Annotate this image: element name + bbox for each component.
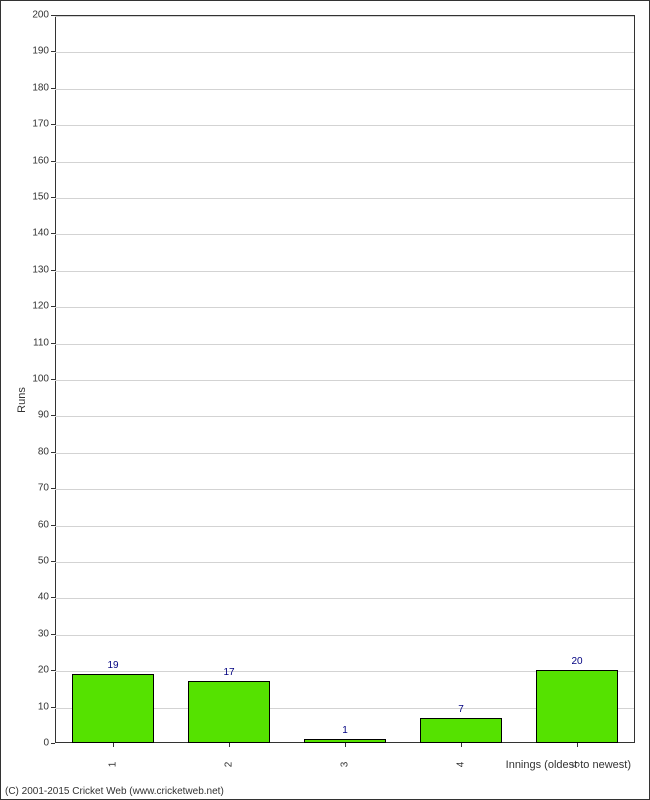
ytick-label: 110 (9, 337, 49, 348)
gridline (55, 125, 634, 126)
ytick-label: 190 (9, 46, 49, 57)
gridline (55, 52, 634, 53)
ytick-label: 60 (9, 519, 49, 530)
ytick-mark (51, 707, 55, 708)
ytick-mark (51, 161, 55, 162)
ytick-label: 100 (9, 374, 49, 385)
xtick-label: 2 (224, 762, 235, 768)
xtick-label: 3 (340, 762, 351, 768)
ytick-label: 20 (9, 665, 49, 676)
ytick-mark (51, 415, 55, 416)
gridline (55, 162, 634, 163)
gridline (55, 526, 634, 527)
ytick-mark (51, 306, 55, 307)
xtick-mark (113, 743, 114, 747)
gridline (55, 562, 634, 563)
gridline (55, 416, 634, 417)
ytick-mark (51, 15, 55, 16)
gridline (55, 453, 634, 454)
ytick-label: 170 (9, 119, 49, 130)
gridline (55, 198, 634, 199)
ytick-mark (51, 634, 55, 635)
ytick-mark (51, 452, 55, 453)
ytick-mark (51, 51, 55, 52)
ytick-mark (51, 233, 55, 234)
bar-value-label: 17 (223, 667, 234, 678)
ytick-label: 70 (9, 483, 49, 494)
gridline (55, 307, 634, 308)
ytick-mark (51, 561, 55, 562)
xtick-mark (461, 743, 462, 747)
gridline (55, 234, 634, 235)
xtick-mark (577, 743, 578, 747)
x-axis-label: Innings (oldest to newest) (506, 759, 631, 771)
copyright-text: (C) 2001-2015 Cricket Web (www.cricketwe… (5, 786, 224, 797)
ytick-mark (51, 597, 55, 598)
gridline (55, 344, 634, 345)
xtick-label: 1 (108, 762, 119, 768)
ytick-mark (51, 124, 55, 125)
ytick-mark (51, 197, 55, 198)
chart-container: Runs Innings (oldest to newest) (C) 2001… (0, 0, 650, 800)
ytick-mark (51, 270, 55, 271)
bar (72, 674, 153, 743)
gridline (55, 489, 634, 490)
bar-value-label: 1 (342, 725, 348, 736)
ytick-label: 80 (9, 446, 49, 457)
xtick-mark (229, 743, 230, 747)
xtick-label: 4 (456, 762, 467, 768)
ytick-mark (51, 379, 55, 380)
gridline (55, 635, 634, 636)
ytick-mark (51, 488, 55, 489)
ytick-label: 50 (9, 556, 49, 567)
ytick-label: 130 (9, 264, 49, 275)
ytick-mark (51, 343, 55, 344)
gridline (55, 271, 634, 272)
gridline (55, 16, 634, 17)
ytick-label: 150 (9, 192, 49, 203)
xtick-mark (345, 743, 346, 747)
ytick-label: 0 (9, 738, 49, 749)
ytick-label: 40 (9, 592, 49, 603)
gridline (55, 598, 634, 599)
ytick-label: 160 (9, 155, 49, 166)
bar-value-label: 7 (458, 704, 464, 715)
ytick-mark (51, 525, 55, 526)
ytick-label: 140 (9, 228, 49, 239)
gridline (55, 380, 634, 381)
ytick-mark (51, 88, 55, 89)
ytick-mark (51, 743, 55, 744)
bar (188, 681, 269, 743)
ytick-label: 30 (9, 628, 49, 639)
bar (536, 670, 617, 743)
plot-area (55, 15, 635, 743)
ytick-label: 180 (9, 82, 49, 93)
ytick-mark (51, 670, 55, 671)
ytick-label: 90 (9, 410, 49, 421)
gridline (55, 89, 634, 90)
ytick-label: 10 (9, 701, 49, 712)
ytick-label: 120 (9, 301, 49, 312)
xtick-label: 5 (572, 762, 583, 768)
bar (420, 718, 501, 743)
bar-value-label: 20 (571, 656, 582, 667)
ytick-label: 200 (9, 10, 49, 21)
bar-value-label: 19 (107, 660, 118, 671)
